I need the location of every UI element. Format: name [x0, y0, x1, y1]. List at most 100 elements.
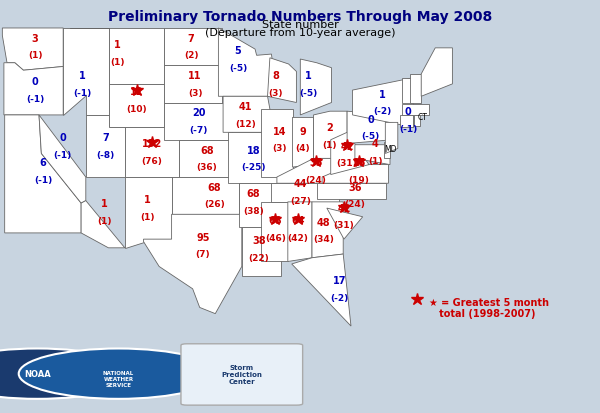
- Polygon shape: [172, 178, 239, 215]
- Polygon shape: [81, 201, 125, 248]
- Polygon shape: [288, 202, 312, 262]
- Polygon shape: [410, 75, 421, 103]
- Polygon shape: [347, 112, 392, 144]
- Text: 1: 1: [79, 71, 85, 81]
- Text: (36): (36): [196, 163, 217, 172]
- FancyBboxPatch shape: [181, 344, 302, 405]
- Polygon shape: [223, 97, 271, 133]
- Polygon shape: [403, 78, 413, 103]
- Text: ★ = Greatest 5 month
   total (1998-2007): ★ = Greatest 5 month total (1998-2007): [429, 297, 549, 318]
- Text: (1): (1): [97, 216, 112, 225]
- Text: 48: 48: [317, 217, 331, 227]
- Text: (-5): (-5): [361, 132, 380, 141]
- Circle shape: [0, 349, 137, 399]
- Text: (31): (31): [337, 159, 358, 168]
- Text: 18: 18: [247, 145, 260, 155]
- Text: (-5): (-5): [229, 64, 247, 73]
- Text: (1): (1): [110, 57, 124, 66]
- Text: (-5): (-5): [299, 88, 317, 97]
- Circle shape: [19, 349, 218, 399]
- Text: 12: 12: [130, 87, 143, 97]
- Text: 42: 42: [337, 204, 351, 214]
- Text: 4: 4: [372, 139, 379, 149]
- Polygon shape: [268, 59, 296, 103]
- Polygon shape: [384, 143, 390, 159]
- Text: (-1): (-1): [53, 150, 71, 159]
- Polygon shape: [125, 128, 179, 178]
- Text: 25: 25: [352, 158, 365, 168]
- Polygon shape: [164, 103, 232, 140]
- Text: 68: 68: [200, 145, 214, 155]
- Text: 0: 0: [404, 107, 412, 117]
- Text: 20: 20: [192, 108, 206, 118]
- Polygon shape: [179, 140, 237, 178]
- Text: (10): (10): [126, 104, 147, 114]
- Text: 0: 0: [32, 77, 38, 87]
- Text: (3): (3): [268, 88, 283, 97]
- Polygon shape: [164, 66, 223, 103]
- Text: 42: 42: [340, 142, 354, 152]
- Text: 36: 36: [348, 183, 362, 192]
- Polygon shape: [400, 116, 413, 128]
- Polygon shape: [314, 112, 347, 159]
- Polygon shape: [164, 29, 221, 66]
- Polygon shape: [260, 202, 288, 262]
- Text: 9: 9: [299, 127, 306, 137]
- Polygon shape: [239, 184, 275, 227]
- Text: MD: MD: [384, 145, 396, 154]
- Text: (1): (1): [28, 51, 43, 60]
- Polygon shape: [70, 29, 164, 85]
- Text: (1): (1): [368, 157, 382, 166]
- Text: 1: 1: [379, 90, 386, 100]
- Text: NATIONAL
WEATHER
SERVICE: NATIONAL WEATHER SERVICE: [103, 370, 134, 387]
- Polygon shape: [331, 133, 369, 175]
- Text: 1: 1: [305, 71, 311, 81]
- Text: (42): (42): [287, 233, 308, 242]
- Text: 35: 35: [309, 158, 323, 168]
- Text: 1: 1: [101, 199, 108, 209]
- Text: Storm
Prediction
Center: Storm Prediction Center: [221, 364, 262, 384]
- Text: (2): (2): [184, 51, 199, 60]
- Text: (26): (26): [204, 200, 225, 209]
- Polygon shape: [385, 123, 398, 154]
- Text: (-25): (-25): [241, 163, 266, 172]
- Text: (24): (24): [305, 175, 326, 184]
- Text: 2: 2: [326, 123, 332, 133]
- Text: 8: 8: [272, 71, 279, 81]
- Polygon shape: [242, 227, 281, 277]
- Text: 7: 7: [188, 34, 194, 44]
- Text: Preliminary Tornado Numbers Through May 2008: Preliminary Tornado Numbers Through May …: [108, 10, 492, 24]
- Text: 17: 17: [332, 275, 346, 285]
- Text: 1: 1: [144, 195, 151, 205]
- Text: (76): (76): [142, 157, 163, 166]
- Text: 0: 0: [367, 114, 374, 124]
- Text: (-2): (-2): [330, 293, 349, 302]
- Polygon shape: [228, 133, 277, 184]
- Text: CT: CT: [418, 112, 427, 121]
- Polygon shape: [292, 254, 351, 326]
- Text: 7: 7: [102, 133, 109, 143]
- Text: 68: 68: [208, 183, 221, 192]
- Polygon shape: [63, 29, 109, 116]
- Text: 6: 6: [40, 158, 46, 168]
- Text: 11: 11: [188, 71, 202, 81]
- Polygon shape: [86, 116, 125, 178]
- Polygon shape: [277, 159, 336, 184]
- Text: 0: 0: [59, 133, 66, 143]
- Polygon shape: [327, 209, 363, 240]
- Text: (-7): (-7): [190, 126, 208, 135]
- Text: (Departure from 10-year average): (Departure from 10-year average): [205, 28, 395, 38]
- Text: (3): (3): [272, 144, 286, 153]
- Text: (31): (31): [334, 221, 355, 230]
- Text: 1: 1: [113, 40, 121, 50]
- Polygon shape: [4, 64, 63, 116]
- Text: (1): (1): [140, 212, 155, 221]
- Text: 132: 132: [142, 139, 162, 149]
- Text: (-1): (-1): [73, 88, 91, 97]
- Polygon shape: [301, 60, 332, 116]
- Text: (-1): (-1): [26, 95, 44, 104]
- Text: (27): (27): [290, 196, 311, 205]
- Text: (24): (24): [344, 200, 365, 209]
- Text: (19): (19): [349, 175, 369, 184]
- Text: (46): (46): [265, 233, 286, 242]
